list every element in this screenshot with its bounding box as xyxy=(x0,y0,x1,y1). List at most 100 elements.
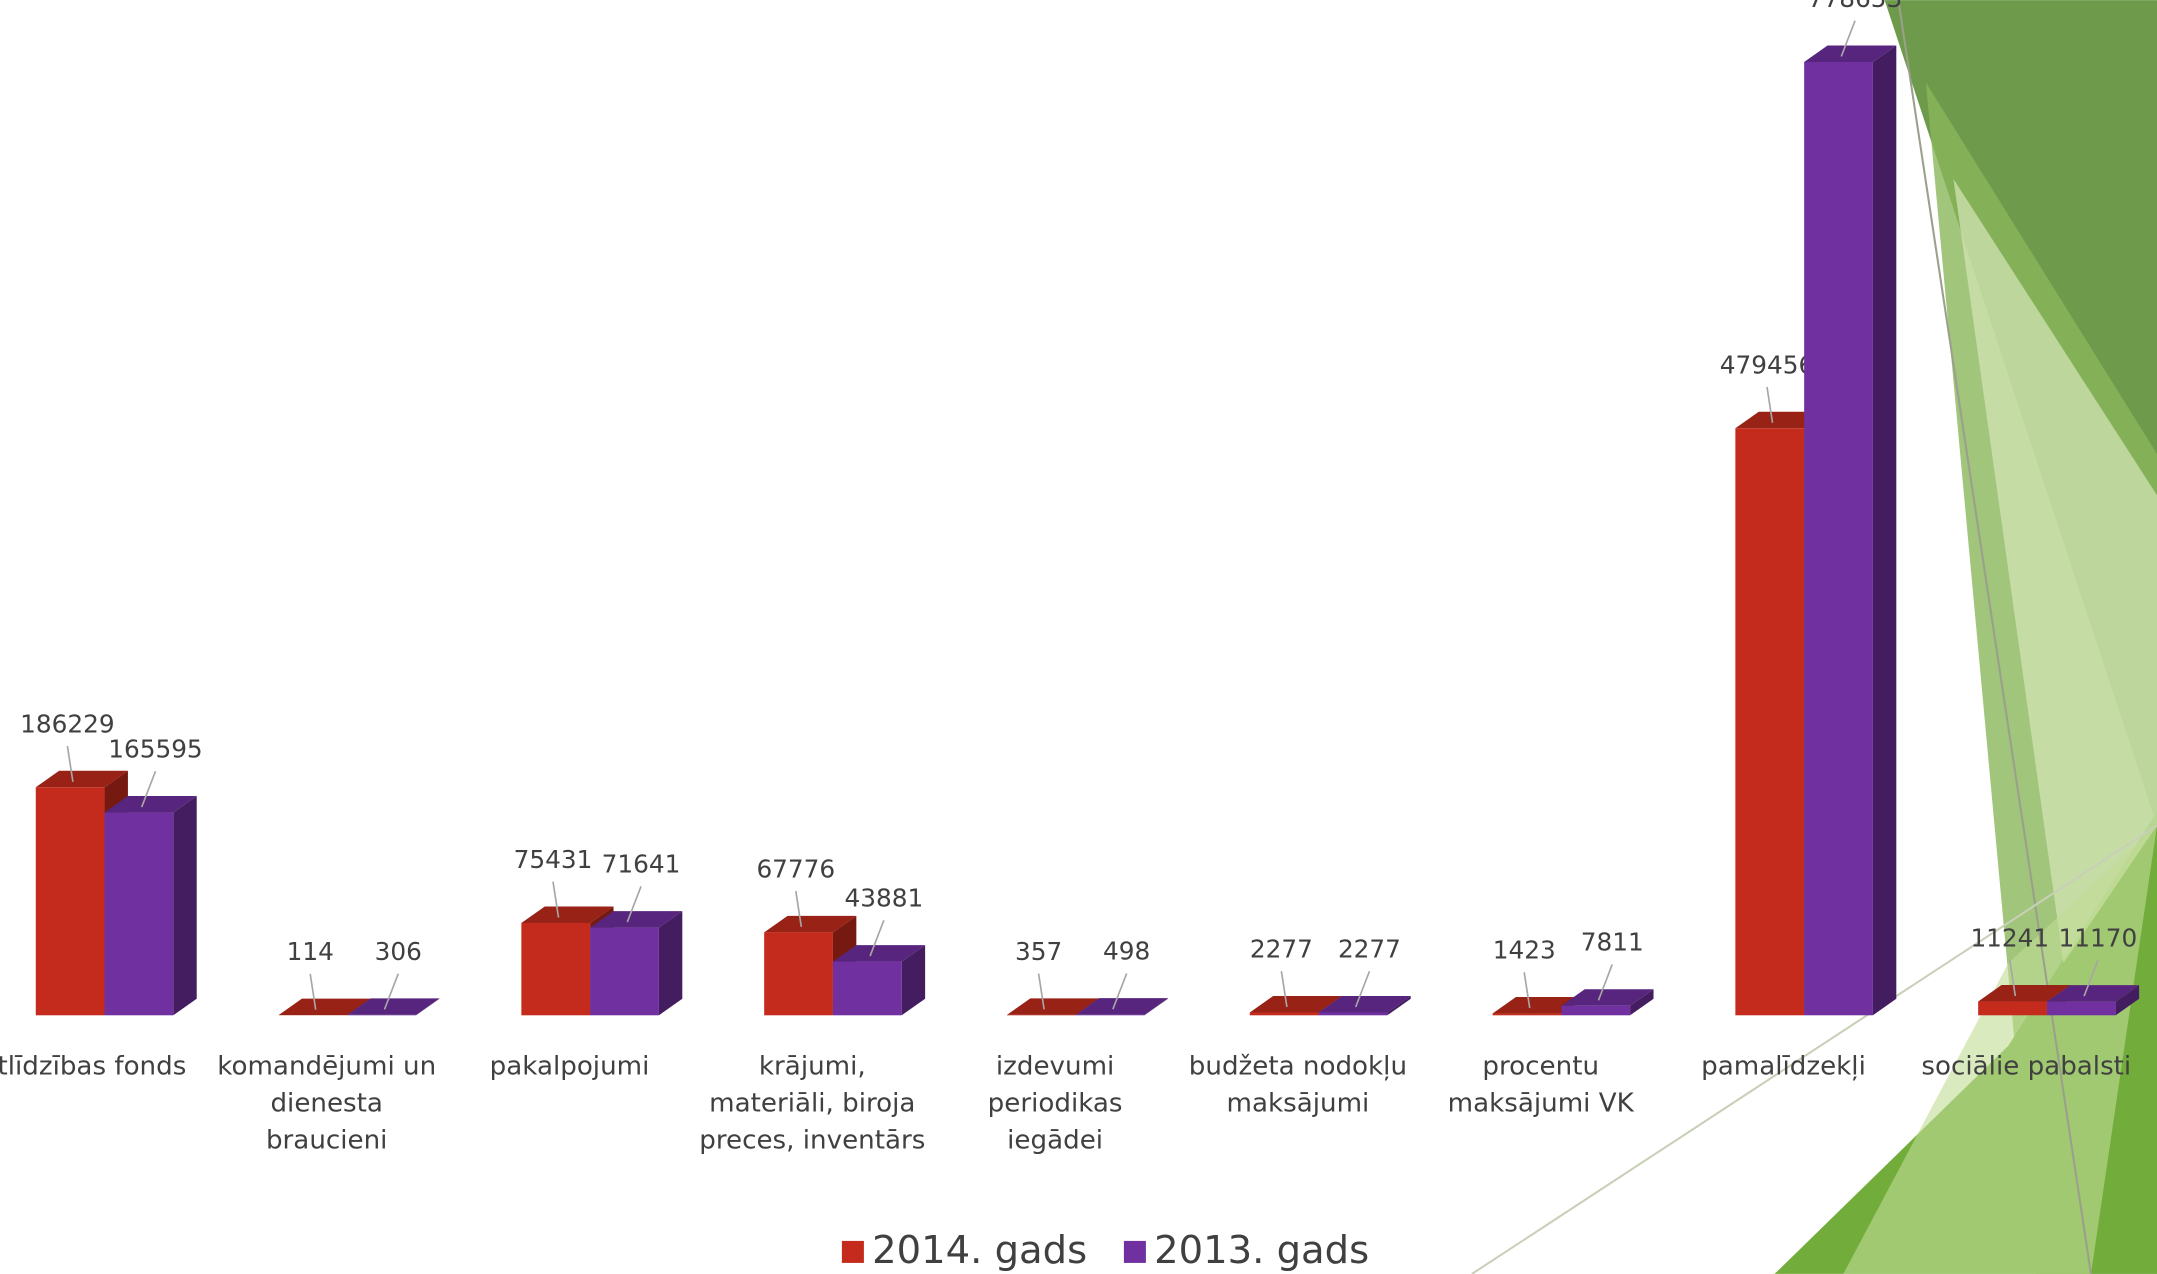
bar-front xyxy=(1075,1014,1145,1016)
leader-line xyxy=(66,745,74,782)
leader-line xyxy=(869,920,885,957)
x-tick-label-box: komandējumi un dienesta braucieni xyxy=(217,1051,437,1156)
x-tick-label-box: sociālie pabalsti xyxy=(1921,1051,2132,1082)
data-label: 2277 xyxy=(1338,934,1401,963)
legend-swatch xyxy=(1123,1240,1146,1263)
bar-top xyxy=(104,796,197,813)
bar-top xyxy=(832,945,926,962)
bar-front xyxy=(104,812,174,1016)
data-label: 11241 xyxy=(1970,924,2049,953)
bar-front xyxy=(1561,1005,1631,1016)
bar-top xyxy=(1318,996,1411,1013)
leader-line xyxy=(1354,970,1371,1008)
leader-line xyxy=(2083,960,2099,997)
bar-top xyxy=(2046,985,2140,1002)
legend-label: 2013. gads xyxy=(1154,1228,1369,1273)
data-label: 71641 xyxy=(602,850,681,879)
legend-label: 2014. gads xyxy=(872,1228,1087,1273)
data-label: 11170 xyxy=(2058,924,2137,953)
data-label: 67776 xyxy=(756,854,835,883)
data-label: 165595 xyxy=(108,735,202,764)
decoration xyxy=(1471,0,2157,1274)
bar-front xyxy=(1978,1001,2047,1016)
bar-front xyxy=(521,922,591,1016)
bar-top xyxy=(1075,998,1168,1015)
bar-front xyxy=(764,932,833,1016)
leader-line xyxy=(794,890,803,927)
leader-line xyxy=(1766,386,1774,423)
bar-top xyxy=(347,998,440,1015)
legend-swatch xyxy=(841,1240,864,1263)
bar xyxy=(1075,998,1168,1016)
x-tick-label: procentu maksājumi VK xyxy=(1447,1051,1634,1119)
bar-top xyxy=(35,770,128,788)
leader-line xyxy=(1037,973,1045,1010)
data-label: 357 xyxy=(1015,937,1062,966)
x-tick-label-box: krājumi, materiāli, biroja preces, inven… xyxy=(699,1051,926,1156)
data-label: 75431 xyxy=(514,845,593,874)
leader-line xyxy=(1840,20,1856,57)
x-tick-label-box: pakalpojumi xyxy=(490,1051,650,1081)
x-tick-label-box: izdevumi periodikas iegādei xyxy=(987,1051,1123,1156)
bar-front xyxy=(35,787,105,1016)
bar-side xyxy=(1872,45,1897,1016)
x-tick-label: komandējumi un dienesta braucieni xyxy=(217,1051,437,1156)
bar-front xyxy=(1492,1013,1562,1016)
data-label: 1423 xyxy=(1493,936,1556,965)
x-tick-label: sociālie pabalsti xyxy=(1921,1051,2132,1082)
bar xyxy=(1561,989,1654,1016)
bar-side xyxy=(901,945,926,1016)
bar xyxy=(2046,985,2140,1016)
data-label: 778653 xyxy=(1808,0,1902,13)
bar xyxy=(104,796,197,1016)
bar-top xyxy=(590,911,683,928)
bar-top xyxy=(1978,985,2071,1002)
bar xyxy=(347,998,440,1016)
leader-line xyxy=(2008,960,2017,997)
leader-line xyxy=(552,881,560,918)
x-tick-label-box: budžeta nodokļu maksājumi xyxy=(1188,1051,1408,1119)
data-label: 43881 xyxy=(844,884,923,913)
x-tick-label-box: procentu maksājumi VK xyxy=(1447,1051,1634,1119)
leader-line xyxy=(626,886,642,923)
bar-front xyxy=(1804,61,1873,1016)
data-label: 7811 xyxy=(1581,928,1644,957)
bar-front xyxy=(590,927,659,1016)
x-tick-label: pamalīdzekļi xyxy=(1701,1051,1866,1082)
bar-top xyxy=(1249,996,1342,1013)
bar-side xyxy=(1387,996,1411,1016)
bar-front xyxy=(1318,1012,1388,1016)
bar-front xyxy=(1249,1012,1319,1016)
x-tick-label: budžeta nodokļu maksājumi xyxy=(1188,1051,1408,1119)
data-label: 114 xyxy=(287,937,334,966)
bar-top xyxy=(1006,998,1100,1015)
bar xyxy=(1804,45,1897,1016)
x-tick-label: krājumi, materiāli, biroja preces, inven… xyxy=(699,1051,926,1156)
x-tick-label-box: atlīdzības fonds xyxy=(0,1051,187,1082)
bar-side xyxy=(1630,989,1654,1016)
data-label: 479456 xyxy=(1720,350,1814,379)
leader-line xyxy=(309,973,317,1010)
bar xyxy=(1318,996,1411,1016)
x-tick-label: atlīdzības fonds xyxy=(0,1051,187,1082)
data-label: 2277 xyxy=(1250,934,1313,963)
bar xyxy=(590,911,683,1016)
bar-top xyxy=(1804,45,1897,62)
leader-line xyxy=(140,770,157,808)
bar-top xyxy=(1561,989,1654,1006)
data-label: 498 xyxy=(1103,937,1150,966)
leader-line xyxy=(1597,964,1614,1001)
bar-top xyxy=(278,998,371,1016)
bar-side xyxy=(173,796,197,1016)
leader-line xyxy=(1523,972,1531,1009)
bar-top xyxy=(764,915,857,933)
bar-front xyxy=(2046,1001,2116,1016)
x-tick-label: izdevumi periodikas iegādei xyxy=(987,1051,1123,1156)
x-tick-label-box: pamalīdzekļi xyxy=(1701,1051,1866,1082)
bar-side xyxy=(1144,998,1168,1016)
data-label: 186229 xyxy=(20,709,114,738)
bar-side xyxy=(658,911,683,1016)
bar-front xyxy=(832,961,902,1016)
